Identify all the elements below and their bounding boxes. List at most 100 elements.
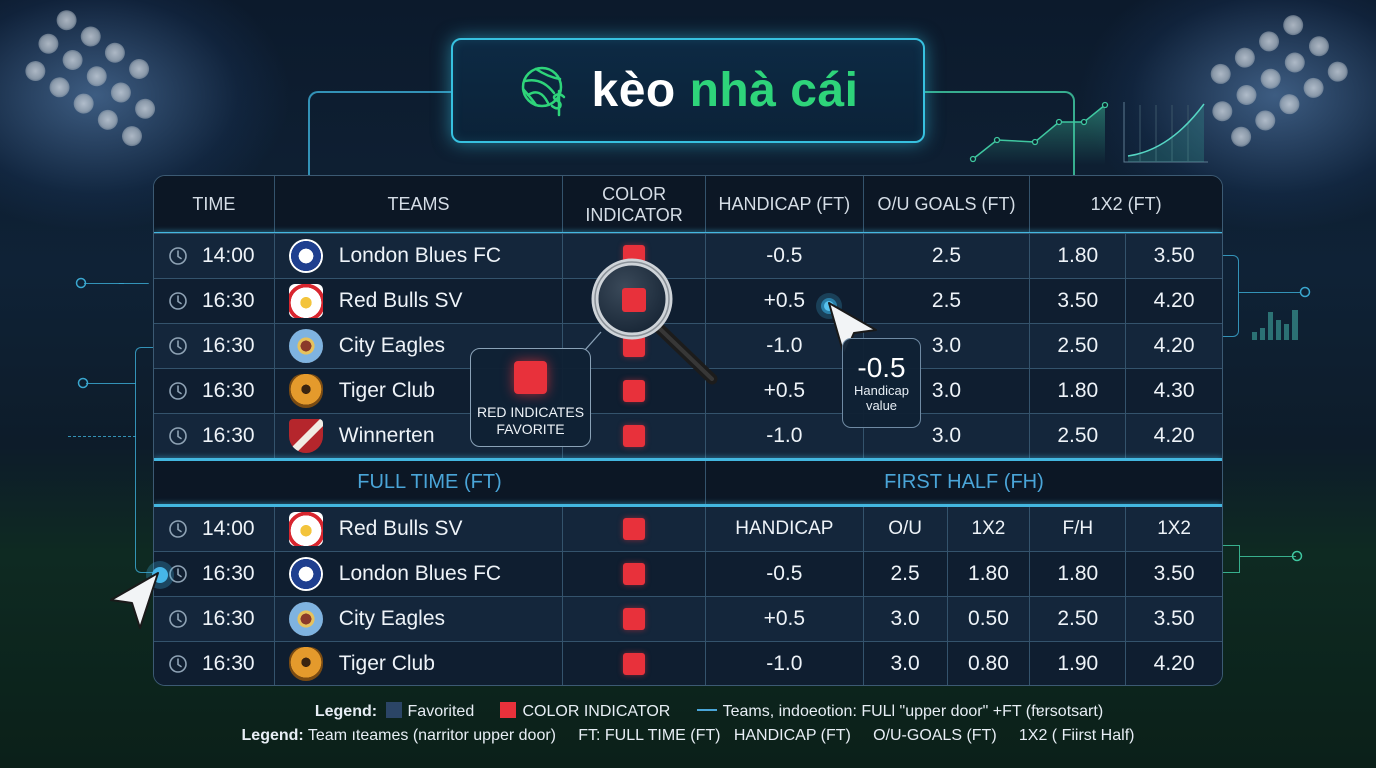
team-crest-sky-icon [289, 329, 323, 363]
favorited-swatch [386, 702, 402, 718]
team-crest-blue-icon [289, 239, 323, 273]
connector-line [308, 91, 451, 175]
1x2-odds-home[interactable]: 3.50 [1030, 279, 1126, 323]
1x2-odds-away[interactable]: 4.20 [1126, 324, 1222, 368]
fh-column-fh[interactable]: F/H [1030, 507, 1126, 551]
handicap-odds[interactable]: -0.5 [706, 234, 864, 278]
table-row[interactable]: 16:30 City Eagles +0.53.00.502.503.50 [154, 596, 1222, 641]
team-crest-blue-icon [289, 557, 323, 591]
legend-1x2-first-half: 1X2 ( Fiirst Half) [1019, 727, 1135, 744]
tooltip-value: -0.5 [857, 352, 905, 384]
column-header-1x2[interactable]: 1X2 (FT) [1030, 176, 1222, 233]
section-first-half[interactable]: FIRST HALF (FH) [706, 461, 1222, 504]
clock-icon [168, 291, 188, 311]
1x2-odds-away[interactable]: 4.20 [1126, 414, 1222, 458]
1x2-odds-away[interactable]: 4.20 [1126, 279, 1222, 323]
legend-label: Legend: [315, 703, 377, 720]
team-cell[interactable]: London Blues FC [275, 552, 563, 596]
connector-line [1223, 255, 1239, 337]
fh-column-1x2[interactable]: 1X2 [948, 507, 1031, 551]
1x2-odds[interactable]: 0.50 [948, 597, 1031, 641]
team-crest-shield-red-icon [289, 419, 323, 453]
team-crest-tiger-icon [289, 374, 323, 408]
ou-odds[interactable]: 2.5 [864, 279, 1031, 323]
1x2-odds-away[interactable]: 3.50 [1126, 234, 1222, 278]
callout-text: RED INDICATES FAVORITE [471, 404, 590, 438]
column-header-time[interactable]: TIME [154, 176, 275, 233]
handicap-odds[interactable]: -1.0 [706, 642, 864, 686]
line-swatch [697, 709, 717, 711]
fh-column-ou[interactable]: O/U [864, 507, 948, 551]
connector-line [86, 383, 136, 384]
favorite-indicator [623, 563, 645, 585]
column-header-ou-goals[interactable]: O/U GOALS (FT) [864, 176, 1031, 233]
ou-odds[interactable]: 2.5 [864, 234, 1031, 278]
team-cell[interactable]: Tiger Club [275, 642, 563, 686]
legend-ou-goals: O/U-GOALS (FT) [873, 727, 997, 744]
team-cell[interactable]: Red Bulls SV [275, 507, 563, 551]
ou-odds[interactable]: 3.0 [864, 597, 948, 641]
table-row[interactable]: 16:30Tiger Club-1.03.00.801.904.20 [154, 641, 1222, 686]
team-cell[interactable]: London Blues FC [275, 234, 563, 278]
handicap-odds[interactable]: +0.5 [706, 597, 864, 641]
fh-odds[interactable]: 2.50 [1030, 597, 1126, 641]
handicap-odds[interactable]: +0.5 [706, 369, 864, 413]
match-time: 16:30 [202, 562, 255, 586]
team-crest-sky-icon [289, 602, 323, 636]
ou-odds[interactable]: 3.0 [864, 642, 948, 686]
team-cell[interactable]: City Eagles [275, 597, 563, 641]
column-header-handicap[interactable]: HANDICAP (FT) [706, 176, 864, 233]
handicap-odds[interactable]: -0.5 [706, 552, 864, 596]
1x2-odds-second[interactable]: 4.20 [1126, 642, 1222, 686]
1x2-odds-away[interactable]: 4.30 [1126, 369, 1222, 413]
tooltip-label: Handicap value [849, 384, 915, 414]
section-full-time[interactable]: FULL TIME (FT) [154, 461, 706, 504]
1x2-odds-home[interactable]: 2.50 [1030, 414, 1126, 458]
fh-column-handicap[interactable]: HANDICAP [706, 507, 864, 551]
handicap-tooltip: -0.5 Handicap value [842, 338, 921, 428]
site-title-banner: kèo nhà cái [451, 38, 925, 143]
match-time: 16:30 [202, 289, 255, 313]
fh-header-row: 14:00 Red Bulls SV HANDICAP O/U 1X2 F/H … [154, 507, 1222, 551]
clock-icon [168, 654, 188, 674]
column-header-teams[interactable]: TEAMS [275, 176, 563, 233]
node-dot-icon [1299, 286, 1311, 298]
clock-icon [168, 426, 188, 446]
legend-ft-label: FT: [578, 727, 600, 744]
match-time: 16:30 [202, 424, 255, 448]
1x2-odds[interactable]: 1.80 [948, 552, 1031, 596]
1x2-odds-home[interactable]: 1.80 [1030, 234, 1126, 278]
fh-odds[interactable]: 1.80 [1030, 552, 1126, 596]
table-row[interactable]: 16:30London Blues FC-0.52.51.801.803.50 [154, 551, 1222, 596]
team-cell[interactable]: Red Bulls SV [275, 279, 563, 323]
1x2-odds-second[interactable]: 3.50 [1126, 552, 1222, 596]
match-time: 16:30 [202, 379, 255, 403]
team-crest-tiger-icon [289, 647, 323, 681]
legend-favorited: Favorited [408, 703, 475, 720]
connector-line [135, 347, 153, 573]
legend-line-2: Legend: Team ıteames (narritor upper doo… [0, 727, 1376, 745]
match-time: 16:30 [202, 607, 255, 631]
stadium-floodlight-left [17, 5, 194, 156]
team-name: Tiger Club [339, 652, 435, 676]
table-row[interactable]: 16:30Winnerten-1.03.02.504.20 [154, 413, 1222, 458]
handicap-odds[interactable]: -1.0 [706, 414, 864, 458]
fh-column-1x2-second[interactable]: 1X2 [1126, 507, 1222, 551]
node-dot-icon [1291, 550, 1303, 562]
1x2-odds-home[interactable]: 2.50 [1030, 324, 1126, 368]
column-header-color-indicator[interactable]: COLOR INDICATOR [563, 176, 706, 233]
connector-line [68, 436, 136, 437]
color-indicator-swatch [500, 702, 516, 718]
table-header-row: TIME TEAMS COLOR INDICATOR HANDICAP (FT)… [154, 176, 1222, 233]
team-name: Winnerten [339, 424, 435, 448]
1x2-odds[interactable]: 0.80 [948, 642, 1031, 686]
1x2-odds-home[interactable]: 1.80 [1030, 369, 1126, 413]
connector-line [1223, 545, 1240, 573]
ou-odds[interactable]: 2.5 [864, 552, 948, 596]
fh-odds[interactable]: 1.90 [1030, 642, 1126, 686]
team-name: Tiger Club [339, 379, 435, 403]
1x2-odds-second[interactable]: 3.50 [1126, 597, 1222, 641]
favorite-indicator [623, 653, 645, 675]
legend-label: Legend: [242, 727, 304, 744]
magnifier-icon [588, 257, 723, 387]
